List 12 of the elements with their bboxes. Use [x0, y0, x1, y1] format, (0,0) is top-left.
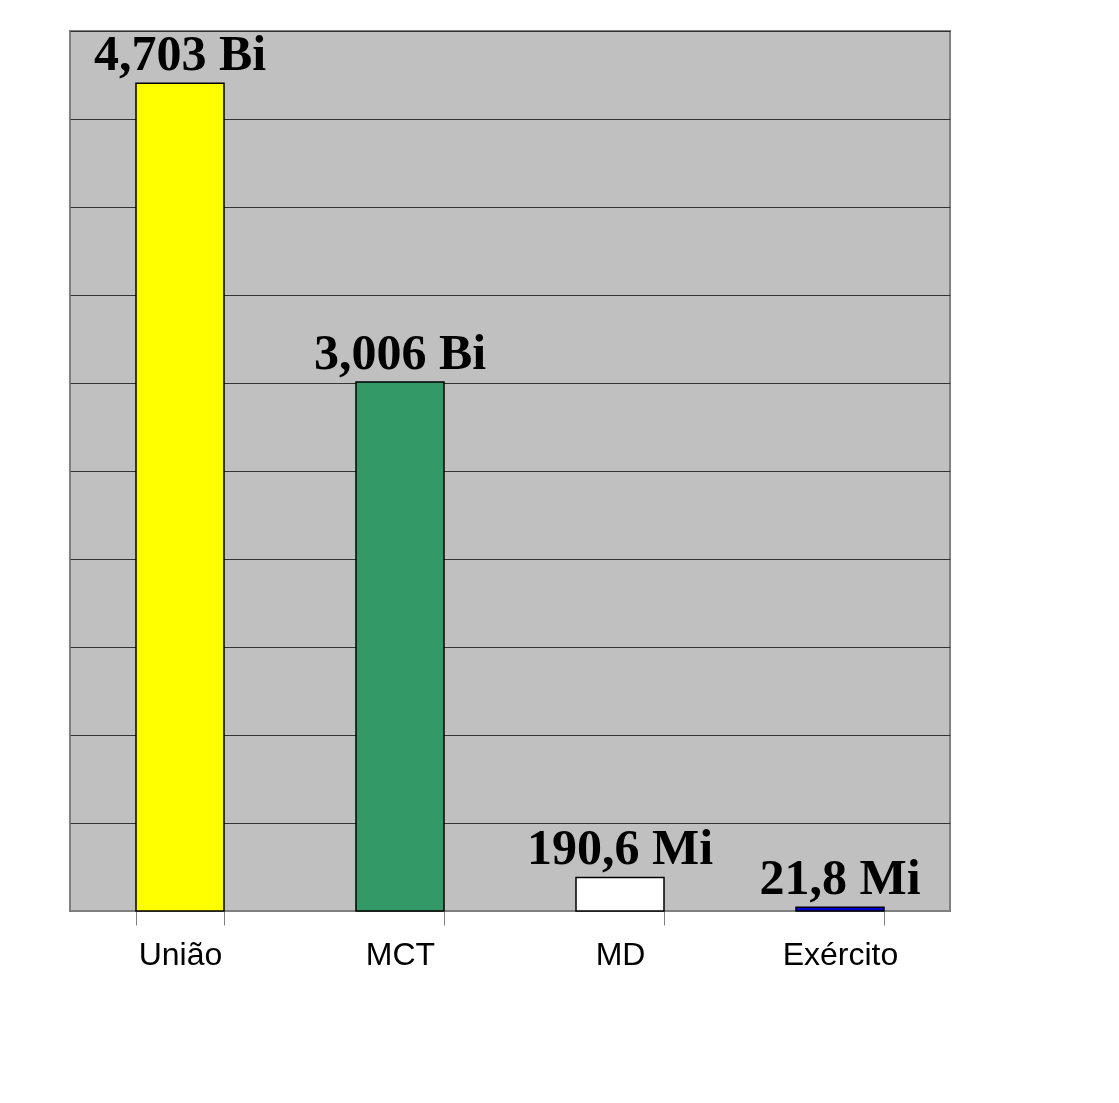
bar	[135, 82, 225, 912]
data-label: 3,006 Bi	[313, 323, 487, 380]
bar	[575, 876, 665, 912]
x-tick-label: MD	[595, 935, 646, 972]
data-label: 190,6 Mi	[526, 819, 714, 876]
x-tick-label: MCT	[365, 935, 436, 972]
x-tick-label: Exército	[782, 935, 899, 972]
bar	[355, 381, 445, 912]
x-tick-label: União	[138, 935, 223, 972]
bar	[795, 906, 885, 912]
data-label: 21,8 Mi	[759, 849, 921, 906]
data-label: 4,703 Bi	[93, 25, 267, 82]
